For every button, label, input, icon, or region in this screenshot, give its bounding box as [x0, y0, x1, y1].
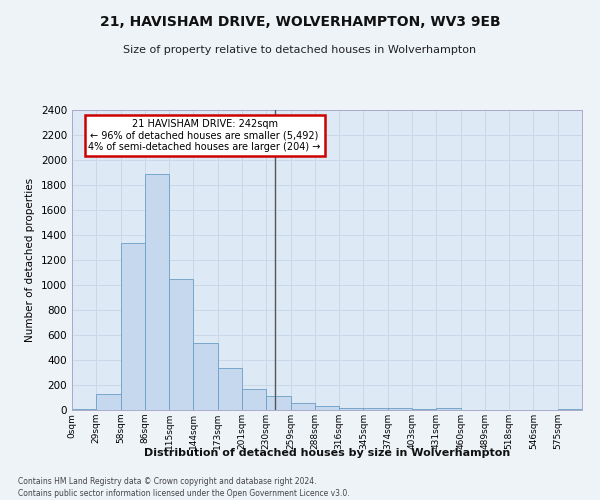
Bar — [218, 368, 242, 410]
Bar — [72, 409, 96, 410]
Bar — [121, 242, 145, 410]
Bar — [169, 279, 193, 410]
Bar — [364, 408, 388, 410]
Text: Distribution of detached houses by size in Wolverhampton: Distribution of detached houses by size … — [144, 448, 510, 458]
Bar — [558, 409, 582, 410]
Bar — [339, 408, 364, 410]
Bar — [193, 342, 218, 410]
Bar — [266, 396, 290, 410]
Bar — [242, 389, 266, 410]
Text: Contains public sector information licensed under the Open Government Licence v3: Contains public sector information licen… — [18, 489, 350, 498]
Y-axis label: Number of detached properties: Number of detached properties — [25, 178, 35, 342]
Bar — [388, 408, 412, 410]
Text: Contains HM Land Registry data © Crown copyright and database right 2024.: Contains HM Land Registry data © Crown c… — [18, 478, 317, 486]
Bar — [96, 394, 121, 410]
Bar — [436, 408, 461, 410]
Bar — [290, 403, 315, 410]
Text: Size of property relative to detached houses in Wolverhampton: Size of property relative to detached ho… — [124, 45, 476, 55]
Text: 21 HAVISHAM DRIVE: 242sqm
← 96% of detached houses are smaller (5,492)
4% of sem: 21 HAVISHAM DRIVE: 242sqm ← 96% of detac… — [88, 119, 321, 152]
Bar — [145, 174, 169, 410]
Bar — [315, 406, 339, 410]
Text: 21, HAVISHAM DRIVE, WOLVERHAMPTON, WV3 9EB: 21, HAVISHAM DRIVE, WOLVERHAMPTON, WV3 9… — [100, 15, 500, 29]
